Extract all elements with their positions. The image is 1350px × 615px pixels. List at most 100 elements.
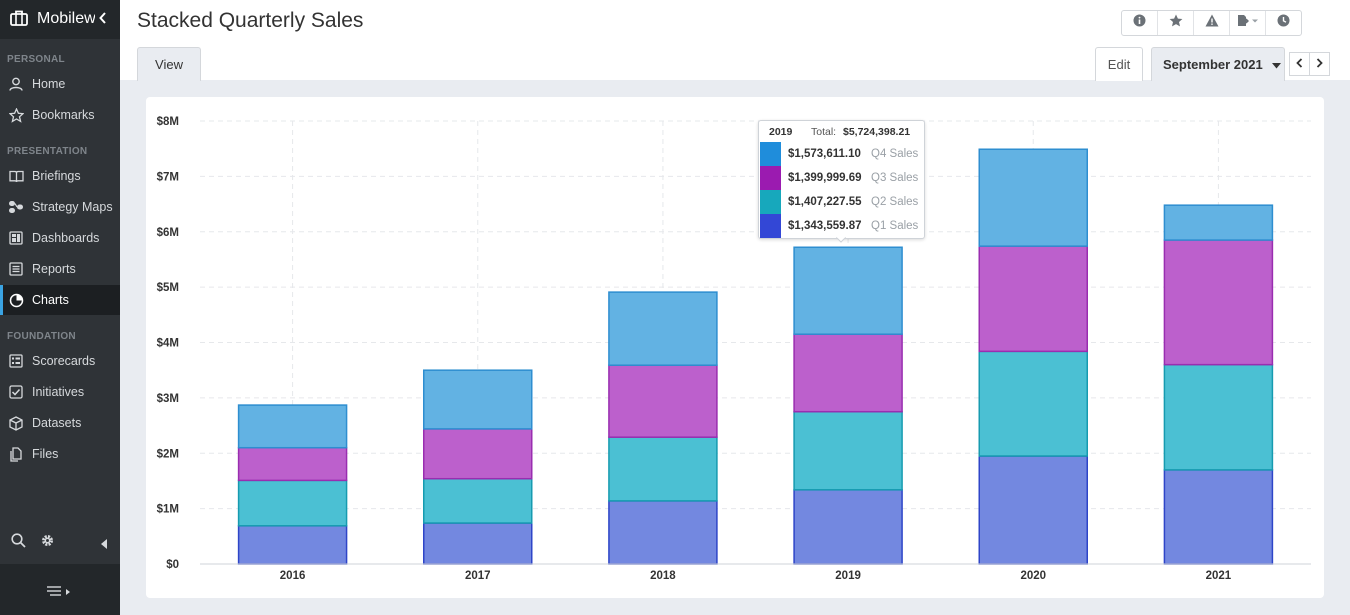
star-icon xyxy=(8,107,24,123)
y-tick-label: $1M xyxy=(157,504,179,516)
warning-icon xyxy=(1205,14,1219,32)
tooltip-value: $1,343,559.87 xyxy=(788,220,862,232)
bar-q1-sales-2020 xyxy=(978,455,1088,565)
bar-q3-sales-2018 xyxy=(608,364,718,438)
sidebar-item-strategy-maps[interactable]: Strategy Maps xyxy=(0,192,120,222)
sidebar-item-label: Dashboards xyxy=(32,231,100,245)
y-tick-label: $5M xyxy=(157,282,179,294)
sidebar-item-briefings[interactable]: Briefings xyxy=(0,161,120,191)
sidebar-item-initiatives[interactable]: Initiatives xyxy=(0,377,120,407)
x-tick-label: 2018 xyxy=(650,570,676,582)
edit-button[interactable]: Edit xyxy=(1095,47,1143,81)
chevron-right-icon xyxy=(1316,55,1323,73)
collapse-sidebar-icon[interactable] xyxy=(99,11,107,29)
info-icon xyxy=(1133,14,1146,32)
x-tick-label: 2019 xyxy=(835,570,861,582)
cube-icon xyxy=(8,415,24,431)
bar-q2-sales-2021 xyxy=(1163,363,1274,471)
export-button[interactable] xyxy=(1230,11,1266,35)
x-tick-label: 2021 xyxy=(1206,570,1232,582)
stacked-bar-chart: $0 $1M $2M $3M $4M $5M $6M $7M $8M 2016 2017 2018 20… xyxy=(157,116,1311,582)
app-logo-icon xyxy=(10,10,28,31)
previous-period-button[interactable] xyxy=(1289,52,1310,76)
alert-button[interactable] xyxy=(1194,11,1230,35)
y-tick-label: $0 xyxy=(166,559,179,571)
chart-tooltip: 2019 Total: $5,724,398.21 $1,573,611.10 … xyxy=(758,120,925,243)
section-personal: PERSONAL xyxy=(7,54,65,65)
bar-q4-sales-2016 xyxy=(237,404,348,449)
period-label: September 2021 xyxy=(1163,57,1263,72)
x-tick-label: 2020 xyxy=(1020,570,1046,582)
bar-q2-sales-2019 xyxy=(793,410,903,491)
next-period-button[interactable] xyxy=(1309,52,1330,76)
tooltip-row-q3: $1,399,999.69 Q3 Sales xyxy=(759,166,924,190)
bar-q4-sales-2017 xyxy=(423,369,533,430)
sidebar-item-label: Bookmarks xyxy=(32,108,95,122)
search-icon[interactable] xyxy=(11,533,26,553)
chevron-left-icon xyxy=(1296,55,1303,73)
tooltip-year: 2019 xyxy=(769,126,793,138)
tooltip-row-q2: $1,407,227.55 Q2 Sales xyxy=(759,190,924,214)
tooltip-value: $1,573,611.10 xyxy=(788,148,861,160)
sidebar-item-dashboards[interactable]: Dashboards xyxy=(0,223,120,253)
toolbar xyxy=(1121,10,1302,36)
sidebar-item-home[interactable]: Home xyxy=(0,69,120,99)
section-foundation: FOUNDATION xyxy=(7,331,76,342)
y-tick-label: $3M xyxy=(157,393,179,405)
user-icon xyxy=(8,76,24,92)
sidebar-item-label: Home xyxy=(32,77,66,91)
sidebar-item-files[interactable]: Files xyxy=(0,439,120,469)
bar-q3-sales-2019 xyxy=(793,333,903,413)
tooltip-row-q4: $1,573,611.10 Q4 Sales xyxy=(759,142,924,166)
x-tick-label: 2016 xyxy=(280,570,306,582)
history-button[interactable] xyxy=(1266,11,1301,35)
x-tick-label: 2017 xyxy=(465,570,491,582)
sidebar-item-label: Initiatives xyxy=(32,385,85,399)
sidebar-item-charts[interactable]: Charts xyxy=(0,285,120,315)
tooltip-total-value: $5,724,398.21 xyxy=(843,126,911,138)
y-tick-label: $8M xyxy=(157,116,179,128)
scorecard-icon xyxy=(8,353,24,369)
export-icon xyxy=(1237,14,1259,32)
menu-toggle-icon[interactable] xyxy=(47,585,73,603)
bookmark-button[interactable] xyxy=(1158,11,1194,35)
bar-q2-sales-2020 xyxy=(978,350,1088,457)
section-presentation: PRESENTATION xyxy=(7,146,88,157)
app-name: Mobilew xyxy=(37,10,95,27)
chart-card: $0 $1M $2M $3M $4M $5M $6M $7M $8M 2016 2017 2018 20… xyxy=(146,97,1324,598)
bar-q1-sales-2016 xyxy=(237,525,348,565)
tooltip-value: $1,407,227.55 xyxy=(788,196,862,208)
tooltip-series-name: Q1 Sales xyxy=(871,220,919,232)
brand-bar: Mobilew xyxy=(0,0,120,39)
sidebar-item-reports[interactable]: Reports xyxy=(0,254,120,284)
tooltip-value: $1,399,999.69 xyxy=(788,172,862,184)
sidebar-item-bookmarks[interactable]: Bookmarks xyxy=(0,100,120,130)
sidebar-item-scorecards[interactable]: Scorecards xyxy=(0,346,120,376)
caret-down-icon xyxy=(1271,57,1281,72)
bar-q3-sales-2017 xyxy=(423,428,533,480)
sidebar-footer xyxy=(0,564,120,615)
strategy-map-icon xyxy=(8,199,24,215)
tab-view[interactable]: View xyxy=(137,47,201,81)
sidebar: Mobilew PERSONAL Home Bookmarks PRESENTA… xyxy=(0,0,120,615)
sidebar-item-label: Charts xyxy=(32,293,69,307)
dashboard-icon xyxy=(8,230,24,246)
period-selector[interactable]: September 2021 xyxy=(1151,47,1285,81)
legend-swatch xyxy=(760,142,781,166)
legend-swatch xyxy=(760,190,781,214)
tooltip-series-name: Q2 Sales xyxy=(871,196,919,208)
tooltip-series-name: Q3 Sales xyxy=(871,172,919,184)
gear-icon[interactable] xyxy=(40,533,55,553)
collapse-left-icon[interactable] xyxy=(100,536,108,554)
star-icon xyxy=(1169,14,1183,32)
y-tick-label: $6M xyxy=(157,227,179,239)
bar-q3-sales-2021 xyxy=(1163,239,1274,366)
bar-q1-sales-2019 xyxy=(793,489,903,565)
legend-swatch xyxy=(760,214,781,238)
bar-q1-sales-2018 xyxy=(608,500,718,565)
page-title: Stacked Quarterly Sales xyxy=(137,9,364,32)
info-button[interactable] xyxy=(1122,11,1158,35)
sidebar-item-label: Reports xyxy=(32,262,76,276)
tooltip-total-label: Total: xyxy=(811,126,837,138)
sidebar-item-datasets[interactable]: Datasets xyxy=(0,408,120,438)
